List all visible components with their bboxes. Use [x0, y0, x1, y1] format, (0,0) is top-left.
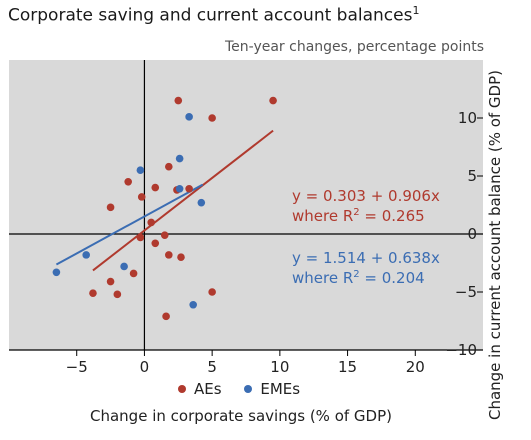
title-footnote: 1 [412, 4, 420, 17]
chart-title: Corporate saving and current account bal… [8, 4, 420, 26]
data-point-aes [151, 183, 160, 192]
data-point-emes [120, 262, 128, 271]
plot-area [9, 60, 483, 351]
data-point-emes [136, 166, 145, 174]
fit-r2-aes: where R2 = 0.265 [292, 207, 425, 225]
legend-item-emes: EMEs [244, 380, 300, 398]
data-point-aes [89, 289, 97, 297]
data-point-aes [151, 239, 160, 248]
fit-equation-emes: y = 1.514 + 0.638x [292, 249, 440, 267]
data-point-aes [162, 312, 170, 321]
data-point-aes [269, 96, 277, 105]
data-point-emes [197, 198, 206, 207]
x-tick-label: 15 [338, 358, 357, 376]
data-point-aes [165, 162, 173, 171]
data-point-aes [113, 290, 122, 299]
x-tick-label: −5 [66, 358, 88, 376]
fit-r2-emes: where R2 = 0.204 [292, 269, 425, 287]
y-axis-label: Change in current account balance (% of … [486, 69, 504, 421]
data-point-aes [160, 231, 169, 239]
x-tick-label: 0 [140, 358, 150, 376]
x-tick-label: 20 [406, 358, 425, 376]
data-point-emes [52, 268, 61, 277]
data-point-aes [174, 96, 183, 105]
data-point-aes [177, 253, 185, 261]
data-point-emes [82, 251, 90, 259]
data-point-aes [124, 178, 132, 186]
data-point-emes [175, 154, 184, 163]
legend-label-aes: AEs [194, 380, 222, 398]
regression-line-aes [92, 129, 274, 272]
legend: AEs EMEs [178, 379, 318, 398]
y-tick-label: 5 [467, 167, 477, 185]
legend-marker-emes [244, 385, 253, 393]
legend-item-aes: AEs [178, 380, 222, 398]
data-point-aes [137, 193, 146, 201]
data-point-aes [147, 218, 155, 227]
x-axis-label: Change in corporate savings (% of GDP) [90, 407, 392, 425]
data-point-emes [175, 184, 184, 193]
data-point-aes [165, 251, 173, 259]
data-points [52, 96, 277, 321]
data-point-aes [208, 288, 216, 296]
data-point-emes [185, 113, 193, 121]
legend-label-emes: EMEs [260, 380, 301, 398]
data-point-emes [189, 300, 197, 309]
y-tick-label: 10 [458, 109, 477, 127]
plot-background [9, 60, 483, 350]
regression-line-emes [55, 183, 204, 266]
y-tick-label: 0 [467, 225, 477, 243]
fit-equations: y = 0.303 + 0.906x where R2 = 0.265 y = 1.… [292, 187, 440, 287]
y-tick-label: −10 [445, 341, 477, 359]
axis-ticks: −5 0 5 10 15 20 −10 −5 0 5 10 [66, 109, 483, 376]
regression-lines [55, 129, 274, 272]
data-point-aes [208, 114, 216, 122]
data-point-aes [106, 203, 115, 212]
chart-subtitle: Ten-year changes, percentage points [224, 39, 484, 55]
data-point-aes [106, 277, 115, 286]
x-tick-label: 5 [207, 358, 217, 376]
data-point-aes [136, 233, 145, 242]
fit-equation-aes: y = 0.303 + 0.906x [292, 187, 440, 205]
x-tick-label: 10 [270, 358, 289, 376]
data-point-aes [129, 269, 138, 278]
legend-marker-aes [178, 385, 186, 393]
y-tick-label: −5 [455, 283, 477, 301]
data-point-aes [185, 184, 193, 193]
